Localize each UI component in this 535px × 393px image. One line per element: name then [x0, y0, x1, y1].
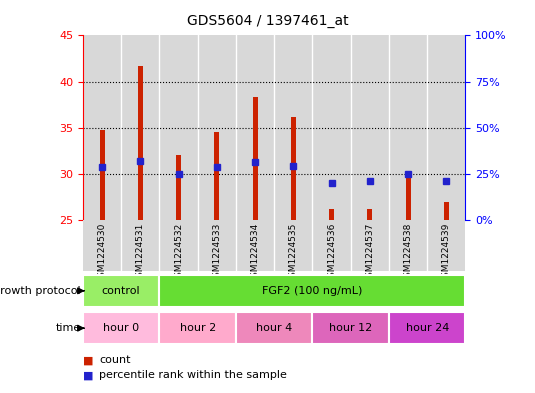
Bar [215, 132, 219, 220]
Text: GDS5604 / 1397461_at: GDS5604 / 1397461_at [187, 13, 348, 28]
Bar [274, 35, 312, 220]
Bar [83, 275, 159, 307]
Bar [83, 312, 159, 344]
Text: GSM1224531: GSM1224531 [136, 222, 145, 283]
Bar [100, 130, 104, 220]
Text: growth protocol: growth protocol [0, 286, 81, 296]
Text: ■: ■ [83, 370, 94, 380]
Text: control: control [102, 286, 141, 296]
Bar [83, 35, 121, 220]
Text: count: count [99, 355, 131, 365]
Text: GSM1224538: GSM1224538 [403, 222, 412, 283]
Text: hour 12: hour 12 [329, 323, 372, 333]
Text: GSM1224537: GSM1224537 [365, 222, 374, 283]
Text: GSM1224536: GSM1224536 [327, 222, 336, 283]
Bar [368, 209, 372, 220]
Bar [389, 35, 427, 220]
Text: GSM1224533: GSM1224533 [212, 222, 221, 283]
Text: hour 4: hour 4 [256, 323, 292, 333]
Text: GSM1224535: GSM1224535 [289, 222, 298, 283]
Text: hour 24: hour 24 [406, 323, 449, 333]
Bar [121, 35, 159, 220]
Bar [312, 35, 351, 220]
Bar [176, 155, 181, 220]
Bar [444, 202, 449, 220]
Text: ■: ■ [83, 355, 94, 365]
Text: GSM1224534: GSM1224534 [250, 222, 259, 283]
Bar [406, 174, 410, 220]
Bar [159, 275, 465, 307]
Bar [159, 312, 236, 344]
Text: FGF2 (100 ng/mL): FGF2 (100 ng/mL) [262, 286, 363, 296]
Bar [389, 312, 465, 344]
Bar [427, 35, 465, 220]
Text: hour 2: hour 2 [180, 323, 216, 333]
Bar [351, 35, 389, 220]
Bar [198, 35, 236, 220]
Bar [236, 35, 274, 220]
Text: time: time [56, 323, 81, 333]
Text: percentile rank within the sample: percentile rank within the sample [99, 370, 287, 380]
Text: GSM1224532: GSM1224532 [174, 222, 183, 283]
Bar [138, 66, 143, 220]
Bar [291, 117, 296, 220]
Bar [159, 35, 198, 220]
Text: GSM1224539: GSM1224539 [442, 222, 451, 283]
Bar [253, 97, 257, 220]
Bar [329, 209, 334, 220]
Text: GSM1224530: GSM1224530 [97, 222, 106, 283]
Bar [236, 312, 312, 344]
Bar [312, 312, 389, 344]
Text: hour 0: hour 0 [103, 323, 139, 333]
